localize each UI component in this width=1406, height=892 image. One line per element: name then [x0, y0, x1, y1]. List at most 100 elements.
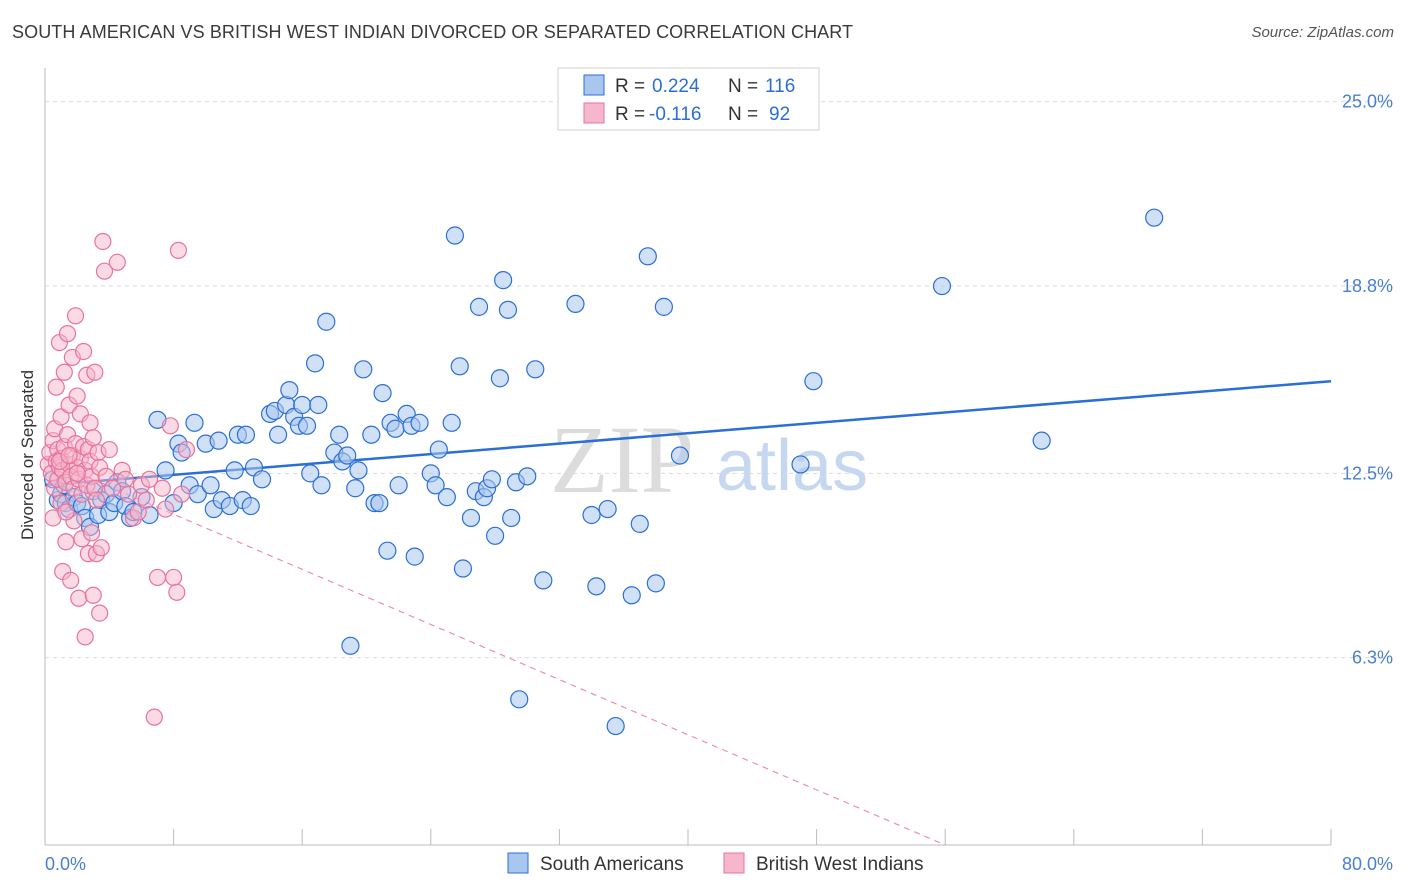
data-point-british-west-indians — [169, 241, 188, 259]
data-point-south-americans — [252, 470, 272, 489]
data-point-south-americans — [646, 574, 665, 593]
y-axis-title: Divorced or Separated — [18, 370, 37, 540]
data-point-british-west-indians — [57, 503, 75, 521]
data-point-south-americans — [502, 508, 521, 528]
points-south-americans — [43, 208, 1164, 736]
data-point-south-americans — [301, 464, 320, 483]
data-point-british-west-indians — [168, 583, 186, 601]
series-legend: South Americans British West Indians — [507, 852, 924, 875]
data-point-south-americans — [370, 493, 389, 513]
data-point-british-west-indians — [84, 429, 102, 447]
data-point-south-americans — [429, 440, 448, 459]
data-point-south-americans — [330, 425, 349, 444]
data-point-south-americans — [225, 461, 244, 480]
data-point-south-americans — [317, 312, 336, 331]
legend-r-label-2: R = — [615, 104, 645, 125]
data-point-british-west-indians — [47, 378, 65, 396]
data-point-south-americans — [309, 395, 328, 415]
data-point-south-americans — [426, 476, 445, 495]
data-point-british-west-indians — [68, 387, 86, 405]
legend-n-value-1: 116 — [765, 76, 795, 97]
legend-swatch-pink — [583, 102, 605, 124]
y-tick-label: 25.0% — [1342, 92, 1393, 112]
data-point-british-west-indians — [119, 485, 138, 503]
y-tick-label: 18.8% — [1342, 276, 1393, 296]
data-point-south-americans — [338, 446, 357, 465]
legend-swatch-blue — [583, 74, 605, 96]
data-point-british-west-indians — [87, 491, 106, 509]
data-point-south-americans — [341, 636, 360, 655]
data-point-south-americans — [389, 476, 408, 495]
data-point-south-americans — [518, 467, 537, 486]
data-point-south-americans — [587, 577, 606, 596]
data-point-south-americans — [236, 425, 256, 444]
data-point-south-americans — [510, 690, 529, 709]
data-point-british-west-indians — [103, 479, 122, 497]
y-tick-label: 6.3% — [1352, 648, 1393, 668]
data-point-british-west-indians — [68, 464, 86, 482]
data-point-south-americans — [386, 419, 405, 438]
data-point-south-americans — [490, 369, 510, 388]
data-point-british-west-indians — [100, 440, 118, 459]
data-point-south-americans — [445, 226, 465, 245]
data-point-south-americans — [201, 476, 220, 495]
data-point-british-west-indians — [92, 539, 110, 557]
data-point-south-americans — [598, 499, 617, 519]
data-point-south-americans — [1032, 431, 1051, 450]
data-point-south-americans — [405, 547, 424, 566]
data-point-south-americans — [373, 383, 392, 403]
data-point-british-west-indians — [57, 533, 75, 551]
data-point-british-west-indians — [177, 440, 196, 459]
data-point-british-west-indians — [108, 253, 126, 271]
data-point-south-americans — [349, 461, 368, 480]
data-point-south-americans — [804, 372, 823, 391]
data-point-south-americans — [486, 526, 505, 545]
data-point-british-west-indians — [173, 485, 191, 503]
data-point-south-americans — [670, 446, 690, 465]
data-point-south-americans — [378, 541, 397, 560]
data-point-british-west-indians — [156, 500, 175, 518]
source-label: Source: ZipAtlas.com — [1251, 24, 1394, 41]
data-point-south-americans — [450, 357, 469, 376]
data-point-british-west-indians — [83, 524, 101, 542]
stats-legend: R = 0.224 N = 116 R = -0.116 N = 92 — [557, 67, 820, 131]
x-tick-label: 0.0% — [45, 854, 86, 874]
legend-r-value-2: -0.116 — [649, 104, 701, 125]
data-point-south-americans — [498, 300, 518, 319]
data-point-south-americans — [461, 508, 481, 528]
data-point-south-americans — [638, 247, 657, 266]
data-point-south-americans — [410, 413, 429, 432]
data-point-south-americans — [280, 381, 299, 400]
data-point-south-americans — [630, 514, 649, 534]
data-point-south-americans — [305, 354, 325, 373]
data-point-british-west-indians — [91, 604, 109, 622]
trend-line-british-west-indians — [44, 457, 946, 846]
data-point-south-americans — [606, 716, 625, 736]
data-point-south-americans — [1145, 208, 1164, 227]
data-point-south-americans — [622, 586, 641, 605]
data-point-south-americans — [437, 488, 456, 507]
data-point-south-americans — [791, 455, 810, 474]
data-point-south-americans — [354, 360, 373, 379]
data-point-british-west-indians — [140, 470, 159, 488]
data-point-british-west-indians — [74, 342, 93, 361]
y-tick-labels: 6.3% 12.5% 18.8% 25.0% — [1342, 92, 1393, 668]
data-point-british-west-indians — [148, 568, 167, 587]
data-point-south-americans — [297, 416, 317, 435]
chart-title: SOUTH AMERICAN VS BRITISH WEST INDIAN DI… — [12, 22, 854, 42]
data-point-british-west-indians — [84, 586, 102, 604]
legend-label-british-west-indians: British West Indians — [756, 854, 924, 875]
data-point-british-west-indians — [95, 262, 114, 280]
data-point-british-west-indians — [165, 568, 183, 587]
data-point-south-americans — [582, 505, 601, 525]
data-point-south-americans — [566, 294, 585, 313]
data-point-south-americans — [293, 395, 312, 415]
x-tick-labels: 0.0% 80.0% — [45, 854, 1393, 874]
data-point-british-west-indians — [145, 708, 163, 726]
y-tick-label: 12.5% — [1342, 463, 1393, 483]
data-point-south-americans — [469, 297, 489, 316]
data-point-british-west-indians — [60, 446, 78, 465]
data-point-south-americans — [654, 297, 673, 316]
points-british-west-indians — [39, 232, 196, 726]
x-tick-label: 80.0% — [1342, 854, 1393, 874]
